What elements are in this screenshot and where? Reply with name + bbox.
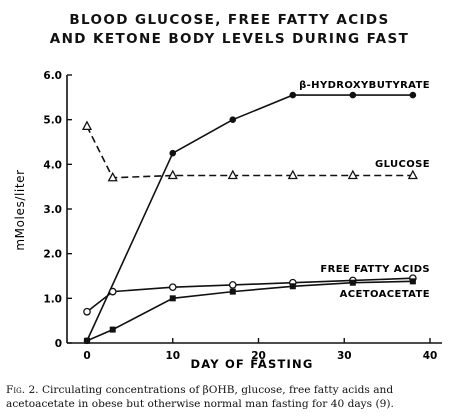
beta-hydroxybutyrate-point [349,91,357,99]
acetoacetate-point [84,337,90,344]
y-tick-label: 4.0 [43,159,62,171]
figure-label: Fig. 2. [6,384,39,396]
y-tick-label: 3.0 [43,204,62,216]
y-axis-label: mMoles/liter [13,169,27,250]
acetoacetate-point [109,326,116,333]
x-tick-label: 20 [251,350,266,362]
glucose-point [81,120,93,131]
beta-hydroxybutyrate-point [229,116,237,123]
figure-caption: Fig. 2. Circulating concentrations of βO… [6,383,454,411]
acetoacetate-point [409,278,416,285]
beta-hydroxybutyrate-point [169,149,177,157]
beta-hydroxybutyrate-point [409,91,417,99]
x-tick-label: 0 [83,350,90,362]
x-tick-label: 10 [165,350,180,362]
y-tick-label: 2.0 [43,249,62,261]
y-axis-ticks: 0 1.0 2.0 3.0 4.0 5.0 6.0 [43,70,72,350]
beta-hydroxybutyrate-line [86,94,413,342]
acetoacetate-point [289,283,296,290]
series-acetoacetate [84,278,416,344]
series-group [81,91,418,345]
axes [66,75,442,344]
y-tick-label: 1.0 [43,293,62,305]
glucose-point [287,169,298,180]
label-acetoacetate: ACETOACETATE [340,289,430,300]
free-fatty-acids-point [168,283,177,292]
glucose-point [407,169,418,180]
x-tick-label: 30 [337,350,352,362]
line-chart: 0 1.0 2.0 3.0 4.0 5.0 6.0 0 10 20 30 40 mMoles/lit… [13,70,442,371]
acetoacetate-point [229,288,236,295]
glucose-point [227,169,238,180]
glucose-point [107,171,118,182]
label-beta-hydroxybutyrate: β-HYDROXYBUTYRATE [299,80,430,91]
chart-title: BLOOD GLUCOSE, FREE FATTY ACIDS [69,12,390,28]
chart-subtitle: AND KETONE BODY LEVELS DURING FAST [49,31,410,47]
glucose-point [347,169,358,180]
acetoacetate-point [169,295,176,302]
caption-text: Circulating concentrations of βOHB, gluc… [6,384,394,410]
series-beta-hydroxybutyrate [83,91,417,345]
series-labels: β-HYDROXYBUTYRATE GLUCOSE FREE FATTY ACIDS… [299,80,430,300]
glucose-line [86,126,413,179]
x-axis-label: DAY OF FASTING [190,357,313,371]
label-glucose: GLUCOSE [375,159,430,170]
acetoacetate-point [349,279,356,286]
y-tick-label: 6.0 [43,70,62,82]
free-fatty-acids-point [83,307,91,316]
series-glucose [81,120,418,182]
label-free-fatty-acids: FREE FATTY ACIDS [320,264,430,275]
x-tick-label: 40 [423,350,438,362]
beta-hydroxybutyrate-point [289,91,297,99]
y-tick-label: 5.0 [43,115,62,127]
free-fatty-acids-point [108,287,117,296]
glucose-point [167,169,178,180]
y-tick-label: 0 [55,338,62,350]
free-fatty-acids-point [228,281,237,289]
